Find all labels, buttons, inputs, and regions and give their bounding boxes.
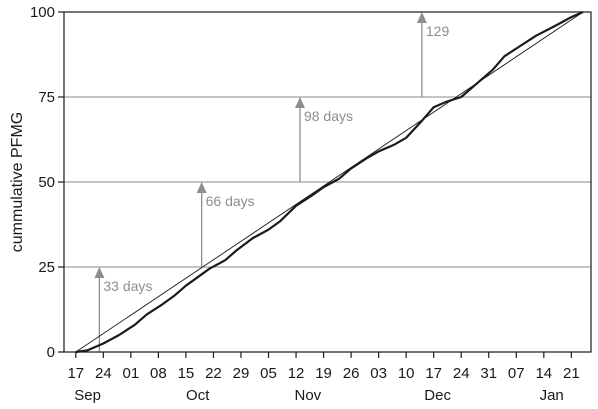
x-tick-label: 01 <box>123 365 140 382</box>
x-tick-label: 29 <box>233 365 250 382</box>
y-tick-label: 100 <box>30 4 55 21</box>
x-tick-label: 07 <box>508 365 525 382</box>
x-tick-label: 24 <box>453 365 470 382</box>
x-tick-label: 21 <box>563 365 580 382</box>
x-tick-label: 03 <box>370 365 387 382</box>
annotation-arrow-head <box>94 267 105 278</box>
annotation-label: 66 days <box>206 193 255 209</box>
x-tick-label: 31 <box>480 365 497 382</box>
series-line-cumulative <box>75 10 584 354</box>
x-tick-label: 15 <box>178 365 195 382</box>
x-tick-label: 22 <box>205 365 222 382</box>
annotation-arrow-head <box>416 12 427 23</box>
x-tick-label: 10 <box>398 365 415 382</box>
annotation-label: 33 days <box>103 278 152 294</box>
x-tick-label: 14 <box>535 365 552 382</box>
month-label: Jan <box>540 387 564 404</box>
month-label: Nov <box>294 387 321 404</box>
y-tick-label: 0 <box>47 344 55 361</box>
month-label: Oct <box>186 387 210 404</box>
gridlines <box>64 96 591 268</box>
x-tick-label: 26 <box>343 365 360 382</box>
x-tick-label: 17 <box>425 365 442 382</box>
annotation-arrow-head <box>294 97 305 108</box>
x-tick-label: 24 <box>95 365 112 382</box>
y-axis-label: cummulative PFMG <box>9 112 26 252</box>
month-label: Dec <box>424 387 451 404</box>
x-tick-label: 12 <box>288 365 305 382</box>
axes: 0 25 50 75 100 17 24 01 08 15 22 29 05 12 19 26 03 10 17 24… <box>30 4 592 404</box>
y-tick-label: 50 <box>38 174 55 191</box>
annotation-label: 129 <box>426 23 450 39</box>
x-tick-label: 19 <box>315 365 332 382</box>
y-tick-label: 75 <box>38 89 55 106</box>
x-tick-label: 17 <box>67 365 84 382</box>
annotation-arrow-head <box>196 182 207 193</box>
y-tick-label: 25 <box>38 259 55 276</box>
x-tick-label: 08 <box>150 365 167 382</box>
annotation-label: 98 days <box>304 108 353 124</box>
series-line-reference <box>75 11 584 353</box>
month-label: Sep <box>74 387 101 404</box>
annotations: 33 days 66 days 98 days 129 <box>94 12 449 352</box>
x-tick-label: 05 <box>260 365 277 382</box>
series-lines <box>75 10 584 354</box>
